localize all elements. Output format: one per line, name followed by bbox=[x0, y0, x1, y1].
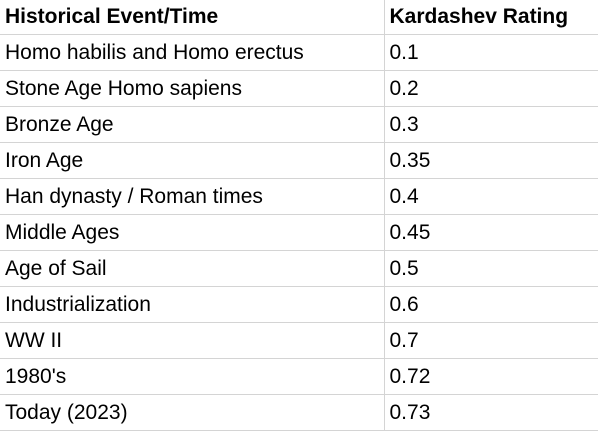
table-row: WW II 0.7 bbox=[0, 322, 598, 359]
cell-rating[interactable]: 0.4 bbox=[384, 178, 598, 215]
cell-event[interactable]: Han dynasty / Roman times bbox=[0, 178, 385, 215]
cell-rating[interactable]: 0.73 bbox=[384, 394, 598, 431]
header-cell-rating[interactable]: Kardashev Rating bbox=[384, 0, 598, 35]
table-row: Today (2023) 0.73 bbox=[0, 394, 598, 431]
table-row: Age of Sail 0.5 bbox=[0, 250, 598, 287]
table-row: Iron Age 0.35 bbox=[0, 142, 598, 179]
table-row: 1980's 0.72 bbox=[0, 358, 598, 395]
cell-rating[interactable]: 0.72 bbox=[384, 358, 598, 395]
table-row: Homo habilis and Homo erectus 0.1 bbox=[0, 34, 598, 71]
cell-rating[interactable]: 0.5 bbox=[384, 250, 598, 287]
cell-event[interactable]: Stone Age Homo sapiens bbox=[0, 70, 385, 107]
cell-event[interactable]: Homo habilis and Homo erectus bbox=[0, 34, 385, 71]
cell-rating[interactable]: 0.45 bbox=[384, 214, 598, 251]
table-row: Middle Ages 0.45 bbox=[0, 214, 598, 251]
cell-event[interactable]: Industrialization bbox=[0, 286, 385, 323]
table-row: Han dynasty / Roman times 0.4 bbox=[0, 178, 598, 215]
cell-event[interactable]: Today (2023) bbox=[0, 394, 385, 431]
cell-rating[interactable]: 0.1 bbox=[384, 34, 598, 71]
cell-event[interactable]: WW II bbox=[0, 322, 385, 359]
cell-rating[interactable]: 0.35 bbox=[384, 142, 598, 179]
cell-rating[interactable]: 0.7 bbox=[384, 322, 598, 359]
cell-event[interactable]: 1980's bbox=[0, 358, 385, 395]
cell-rating[interactable]: 0.6 bbox=[384, 286, 598, 323]
table-row: Stone Age Homo sapiens 0.2 bbox=[0, 70, 598, 107]
cell-event[interactable]: Middle Ages bbox=[0, 214, 385, 251]
cell-rating[interactable]: 0.3 bbox=[384, 106, 598, 143]
header-row: Historical Event/Time Kardashev Rating bbox=[0, 0, 598, 35]
cell-event[interactable]: Age of Sail bbox=[0, 250, 385, 287]
cell-event[interactable]: Iron Age bbox=[0, 142, 385, 179]
table-row: Bronze Age 0.3 bbox=[0, 106, 598, 143]
table-row: Industrialization 0.6 bbox=[0, 286, 598, 323]
header-cell-event[interactable]: Historical Event/Time bbox=[0, 0, 385, 35]
cell-rating[interactable]: 0.2 bbox=[384, 70, 598, 107]
cell-event[interactable]: Bronze Age bbox=[0, 106, 385, 143]
